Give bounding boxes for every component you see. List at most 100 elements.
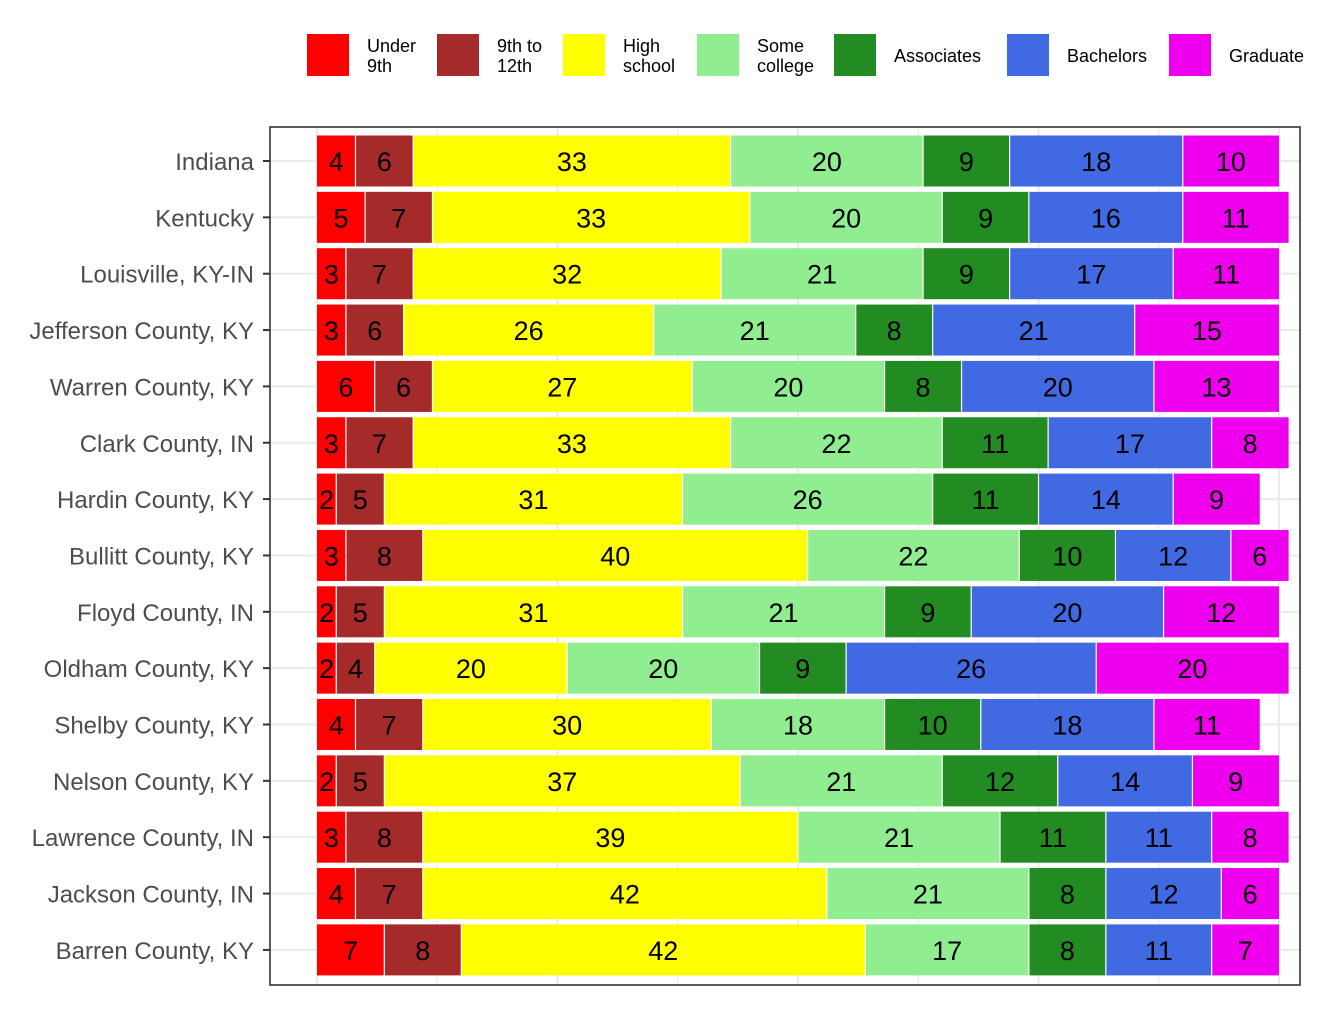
data-label-some-college-lawrence-county-in: 21 [884, 823, 914, 853]
bar-segment-high-school-floyd-county-in [384, 586, 683, 638]
data-label-under-9th-clark-county-in: 3 [324, 429, 339, 459]
bar-segment-bachelors-nelson-county-ky [1057, 755, 1193, 807]
data-label-associates-oldham-county-ky: 9 [795, 654, 810, 684]
data-label-graduate-hardin-county-ky: 9 [1209, 485, 1224, 515]
data-label-associates-warren-county-ky: 8 [916, 372, 931, 402]
data-label-high-school-bullitt-county-ky: 40 [600, 541, 630, 571]
bar-segment-high-school-shelby-county-ky [422, 699, 712, 750]
data-label-bachelors-jefferson-county-ky: 21 [1019, 316, 1049, 346]
data-label-some-college-floyd-county-in: 21 [769, 598, 799, 628]
data-label-some-college-clark-county-in: 22 [821, 429, 851, 459]
bar-segment-9th-to-12th-hardin-county-ky [336, 473, 385, 525]
legend-key-bachelors [1007, 34, 1049, 76]
bar-segment-under-9th-oldham-county-ky [317, 642, 337, 694]
data-label-9th-to-12th-shelby-county-ky: 7 [382, 711, 397, 741]
bar-segment-associates-louisville-ky-in [923, 248, 1010, 300]
legend-label-9th-to-12th: 9th to 12th [497, 36, 542, 76]
bar-segment-associates-clark-county-in [942, 417, 1049, 469]
y-axis: Indiana Kentucky Louisville, KY-IN Jefferso… [29, 149, 270, 965]
data-label-9th-to-12th-jackson-county-in: 7 [382, 880, 397, 910]
data-label-bachelors-bullitt-county-ky: 12 [1158, 541, 1188, 571]
legend-item-graduate: Graduate [1169, 34, 1304, 76]
bar-segment-some-college-indiana [730, 135, 924, 187]
data-label-graduate-kentucky: 11 [1222, 203, 1250, 233]
data-label-associates-hardin-county-ky: 11 [972, 485, 1000, 515]
data-label-some-college-louisville-ky-in: 21 [807, 260, 837, 290]
bar-segment-bachelors-louisville-ky-in [1009, 248, 1174, 300]
data-label-graduate-floyd-county-in: 12 [1206, 598, 1236, 628]
bar-segment-bachelors-jefferson-county-ky [932, 304, 1135, 356]
data-label-graduate-jefferson-county-ky: 15 [1192, 316, 1222, 346]
data-label-some-college-shelby-county-ky: 18 [783, 711, 813, 741]
data-labels: 4 6 33 20 9 18 105 7 33 20 9 16 113 7 32 21 9 17 113 6 26 21 8… [319, 147, 1267, 966]
bar-segment-associates-lawrence-county-in [1000, 811, 1106, 863]
bar-segment-bachelors-oldham-county-ky [846, 642, 1097, 694]
data-label-graduate-warren-county-ky: 13 [1201, 372, 1231, 402]
bar-segment-some-college-hardin-county-ky [682, 473, 933, 525]
bar-segment-associates-kentucky [942, 191, 1029, 243]
bar-segment-under-9th-jackson-county-in [317, 868, 356, 920]
bar-segment-bachelors-hardin-county-ky [1038, 473, 1174, 525]
data-label-graduate-nelson-county-ky: 9 [1228, 767, 1243, 797]
bar-segment-associates-barren-county-ky [1028, 924, 1106, 976]
bar-segment-high-school-clark-county-in [413, 417, 731, 469]
data-label-graduate-indiana: 10 [1216, 147, 1246, 177]
bar-segment-high-school-bullitt-county-ky [422, 529, 808, 581]
data-label-high-school-kentucky: 33 [576, 203, 606, 233]
bar-segment-bachelors-warren-county-ky [961, 360, 1154, 412]
bar-segment-9th-to-12th-lawrence-county-in [345, 811, 423, 863]
data-label-under-9th-kentucky: 5 [334, 203, 349, 233]
bar-segment-associates-bullitt-county-ky [1019, 529, 1116, 581]
bar-segment-under-9th-clark-county-in [317, 417, 346, 469]
y-axis-label-indiana: Indiana [175, 149, 254, 176]
data-label-some-college-bullitt-county-ky: 22 [898, 541, 928, 571]
bar-segment-some-college-shelby-county-ky [711, 699, 885, 750]
bar-segment-some-college-nelson-county-ky [740, 755, 943, 807]
data-label-9th-to-12th-louisville-ky-in: 7 [372, 260, 387, 290]
data-label-bachelors-shelby-county-ky: 18 [1052, 711, 1082, 741]
y-axis-label-oldham-county-ky: Oldham County, KY [44, 656, 254, 683]
data-label-9th-to-12th-clark-county-in: 7 [372, 429, 387, 459]
bar-segment-under-9th-warren-county-ky [317, 360, 375, 412]
legend-item-high-school: High school [563, 34, 675, 76]
data-label-associates-nelson-county-ky: 12 [985, 767, 1015, 797]
bar-segment-associates-hardin-county-ky [932, 473, 1039, 525]
bar-segment-some-college-oldham-county-ky [567, 642, 760, 694]
data-label-under-9th-lawrence-county-in: 3 [324, 823, 339, 853]
data-label-associates-clark-county-in: 11 [981, 429, 1009, 459]
bars [317, 135, 1289, 976]
bar-segment-under-9th-louisville-ky-in [317, 248, 346, 300]
data-label-graduate-shelby-county-ky: 11 [1193, 711, 1221, 741]
bar-segment-9th-to-12th-indiana [355, 135, 414, 187]
data-label-associates-bullitt-county-ky: 10 [1052, 541, 1082, 571]
bar-segment-high-school-hardin-county-ky [384, 473, 683, 525]
y-axis-label-shelby-county-ky: Shelby County, KY [54, 713, 254, 740]
bar-segment-bachelors-kentucky [1028, 191, 1183, 243]
data-label-9th-to-12th-floyd-county-in: 5 [353, 598, 368, 628]
y-axis-label-jefferson-county-ky: Jefferson County, KY [29, 318, 254, 345]
bar-segment-under-9th-bullitt-county-ky [317, 529, 346, 581]
bar-segment-graduate-kentucky [1182, 191, 1289, 243]
data-label-bachelors-nelson-county-ky: 14 [1110, 767, 1140, 797]
data-label-some-college-warren-county-ky: 20 [773, 372, 803, 402]
legend-label-high-school: High school [623, 36, 675, 76]
data-label-under-9th-barren-county-ky: 7 [343, 936, 358, 966]
bar-segment-some-college-bullitt-county-ky [807, 529, 1020, 581]
data-label-associates-louisville-ky-in: 9 [959, 260, 974, 290]
legend-key-associates [834, 34, 876, 76]
bar-segment-9th-to-12th-floyd-county-in [336, 586, 385, 638]
data-label-some-college-indiana: 20 [812, 147, 842, 177]
bar-segment-associates-warren-county-ky [884, 360, 962, 412]
data-label-some-college-nelson-county-ky: 21 [826, 767, 856, 797]
data-label-under-9th-jackson-county-in: 4 [329, 880, 344, 910]
bar-segment-associates-nelson-county-ky [942, 755, 1058, 807]
data-label-some-college-jefferson-county-ky: 21 [740, 316, 770, 346]
bar-segment-associates-indiana [923, 135, 1010, 187]
bar-segment-high-school-jackson-county-in [422, 868, 827, 920]
bar-segment-associates-oldham-county-ky [759, 642, 847, 694]
y-axis-label-hardin-county-ky: Hardin County, KY [57, 487, 254, 514]
data-label-graduate-barren-county-ky: 7 [1238, 936, 1253, 966]
bar-segment-high-school-lawrence-county-in [422, 811, 798, 863]
bar-segment-bachelors-jackson-county-in [1105, 868, 1222, 920]
